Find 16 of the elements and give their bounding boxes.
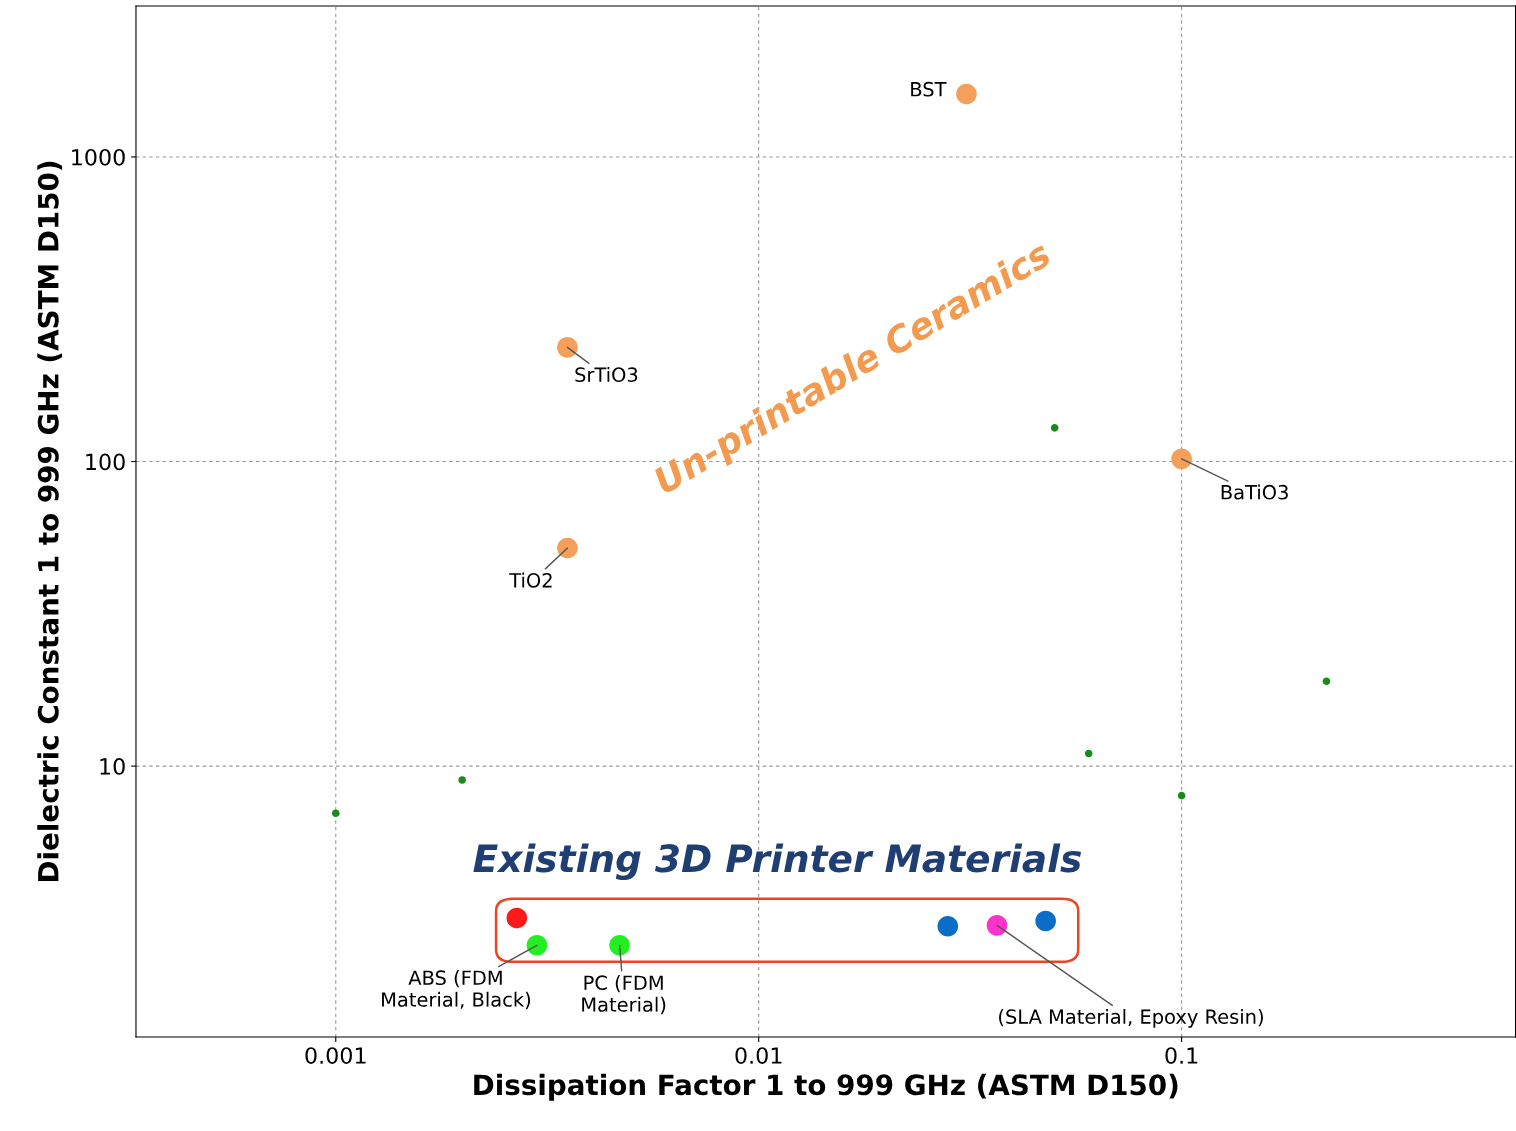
- annotation: (SLA Material, Epoxy Resin): [999, 1008, 1263, 1028]
- annotation: BST: [911, 81, 947, 97]
- x-tick-label: 0.001: [305, 1047, 366, 1064]
- y-tick-label: 100: [86, 453, 125, 471]
- y-tick-label: 10: [100, 758, 125, 775]
- annotation: PC (FDM Material): [582, 975, 666, 1015]
- x-axis-title: Dissipation Factor 1 to 999 GHz (ASTM D150): [474, 1073, 1178, 1101]
- annotation: TiO2: [509, 572, 552, 588]
- annotation: Existing 3D Printer Materials: [473, 843, 1082, 881]
- x-tick-label: 0.01: [735, 1047, 782, 1064]
- annotation: BaTiO3: [1221, 484, 1288, 500]
- y-tick-label: 1000: [72, 148, 125, 166]
- x-tick-label: 0.1: [1165, 1047, 1198, 1064]
- annotation: ABS (FDM Material, Black): [382, 970, 531, 1010]
- annotation: SrTiO3: [575, 366, 638, 383]
- y-axis-title: Dielectric Constant 1 to 999 GHz (ASTM D150): [37, 161, 63, 882]
